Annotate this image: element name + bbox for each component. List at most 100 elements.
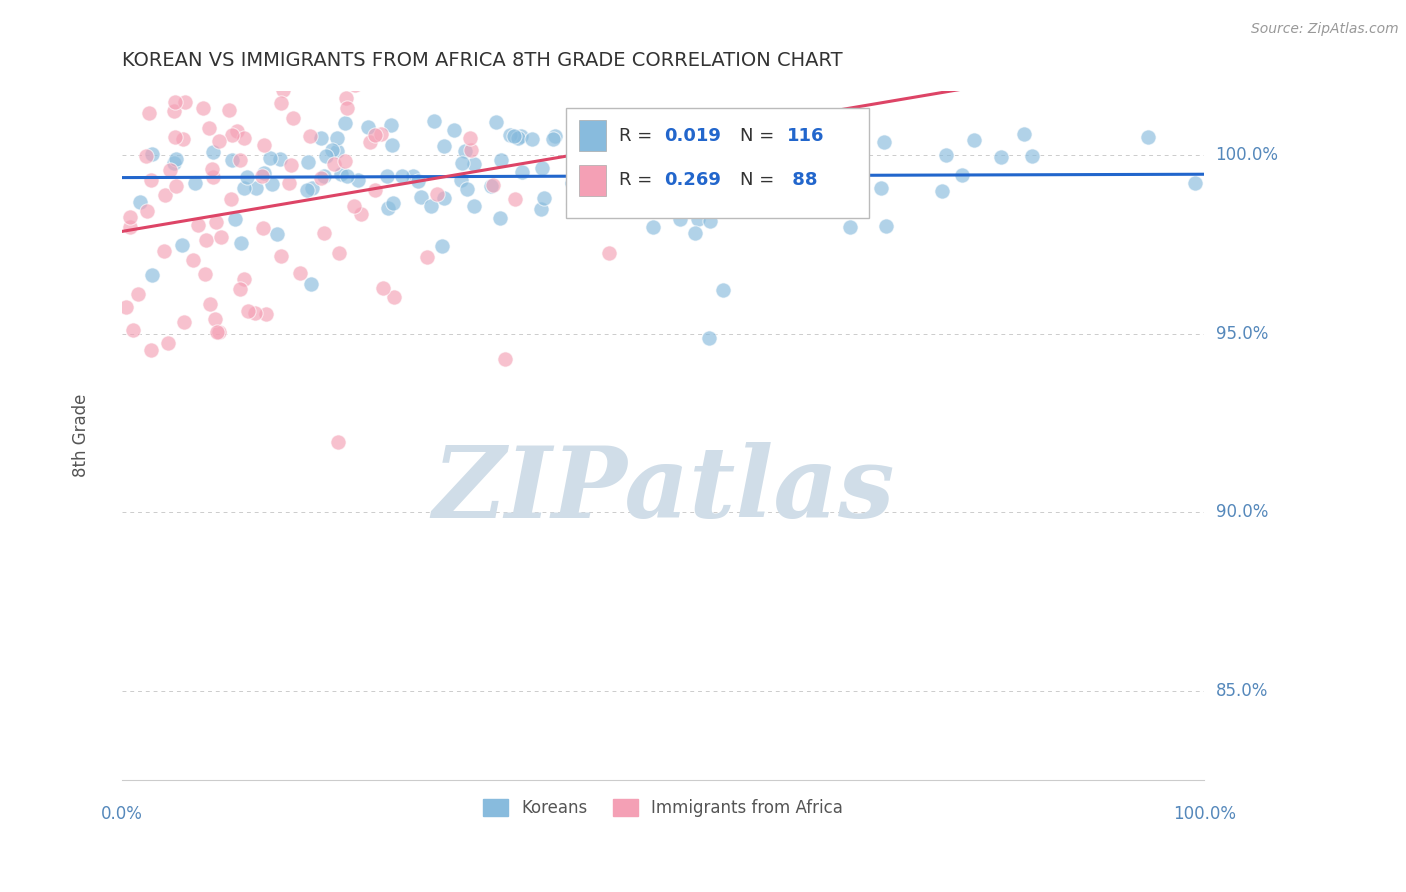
Point xyxy=(141,268,163,282)
Point xyxy=(406,174,429,188)
Point xyxy=(138,105,160,120)
Point xyxy=(641,115,664,129)
Point xyxy=(643,185,665,199)
Point xyxy=(322,156,344,170)
Point xyxy=(839,219,862,234)
Point xyxy=(233,180,256,194)
Point xyxy=(312,226,335,240)
Point xyxy=(488,211,510,225)
Point xyxy=(233,131,256,145)
Point xyxy=(740,180,762,194)
Point xyxy=(229,153,252,167)
Point xyxy=(297,154,319,169)
Point xyxy=(499,128,522,142)
Point xyxy=(200,296,222,310)
Text: 8th Grade: 8th Grade xyxy=(72,393,90,477)
Point xyxy=(479,178,502,193)
Point xyxy=(232,271,254,285)
Point xyxy=(494,352,516,367)
Point xyxy=(433,191,456,205)
Point xyxy=(253,138,276,153)
Point xyxy=(485,115,508,129)
Point xyxy=(172,132,194,146)
Point xyxy=(335,91,357,105)
Point xyxy=(315,149,337,163)
Point xyxy=(875,219,897,233)
Point xyxy=(165,178,187,193)
Point xyxy=(194,233,217,247)
Point xyxy=(278,176,301,190)
Point xyxy=(699,196,721,211)
Point xyxy=(328,246,350,260)
Point xyxy=(711,284,734,298)
Point xyxy=(311,131,333,145)
Point xyxy=(502,129,524,144)
Point xyxy=(221,153,243,168)
Point xyxy=(357,120,380,134)
Point xyxy=(343,199,366,213)
Point xyxy=(627,186,650,200)
Point xyxy=(520,131,543,145)
Point xyxy=(120,211,142,225)
Point xyxy=(1021,149,1043,163)
Text: N =: N = xyxy=(740,127,780,145)
Point xyxy=(569,156,592,170)
Point xyxy=(780,161,803,176)
Point xyxy=(229,236,252,251)
Point xyxy=(165,152,187,166)
Text: 85.0%: 85.0% xyxy=(1216,682,1268,700)
Point xyxy=(456,181,478,195)
Point xyxy=(419,199,441,213)
Point xyxy=(799,130,821,145)
Point xyxy=(326,131,349,145)
Point xyxy=(411,190,433,204)
FancyBboxPatch shape xyxy=(565,108,869,219)
Point xyxy=(375,169,398,183)
Point xyxy=(682,183,704,197)
Point xyxy=(990,150,1012,164)
Point xyxy=(115,300,138,314)
FancyBboxPatch shape xyxy=(579,165,606,196)
Point xyxy=(359,135,381,149)
Point xyxy=(382,290,405,304)
Point xyxy=(1184,176,1206,190)
Point xyxy=(311,170,333,185)
Point xyxy=(254,307,277,321)
Point xyxy=(530,161,553,175)
Point xyxy=(458,131,481,145)
Point xyxy=(415,251,437,265)
Point xyxy=(661,186,683,201)
Point xyxy=(562,196,585,211)
Point xyxy=(174,95,197,109)
Point xyxy=(187,218,209,232)
Point xyxy=(218,103,240,118)
Point xyxy=(628,162,651,177)
Text: N =: N = xyxy=(740,171,780,189)
Text: R =: R = xyxy=(619,127,658,145)
Text: Source: ZipAtlas.com: Source: ZipAtlas.com xyxy=(1251,22,1399,37)
Point xyxy=(582,145,605,159)
Point xyxy=(381,196,404,211)
Point xyxy=(699,214,721,228)
Point xyxy=(347,172,370,186)
Point xyxy=(198,121,221,136)
Point xyxy=(163,156,186,170)
Point xyxy=(281,112,304,126)
Point xyxy=(697,330,720,344)
Point xyxy=(463,199,485,213)
Point xyxy=(266,227,288,241)
Point xyxy=(579,171,602,186)
Point xyxy=(173,315,195,329)
Point xyxy=(129,195,152,210)
Point xyxy=(432,239,454,253)
Point xyxy=(1137,130,1160,145)
Point xyxy=(157,335,180,350)
Point xyxy=(848,166,870,180)
Point xyxy=(245,180,267,194)
Point xyxy=(193,102,215,116)
Point xyxy=(463,156,485,170)
Point xyxy=(141,173,163,187)
Point xyxy=(598,246,620,260)
Point xyxy=(299,129,322,144)
Point xyxy=(343,78,366,92)
